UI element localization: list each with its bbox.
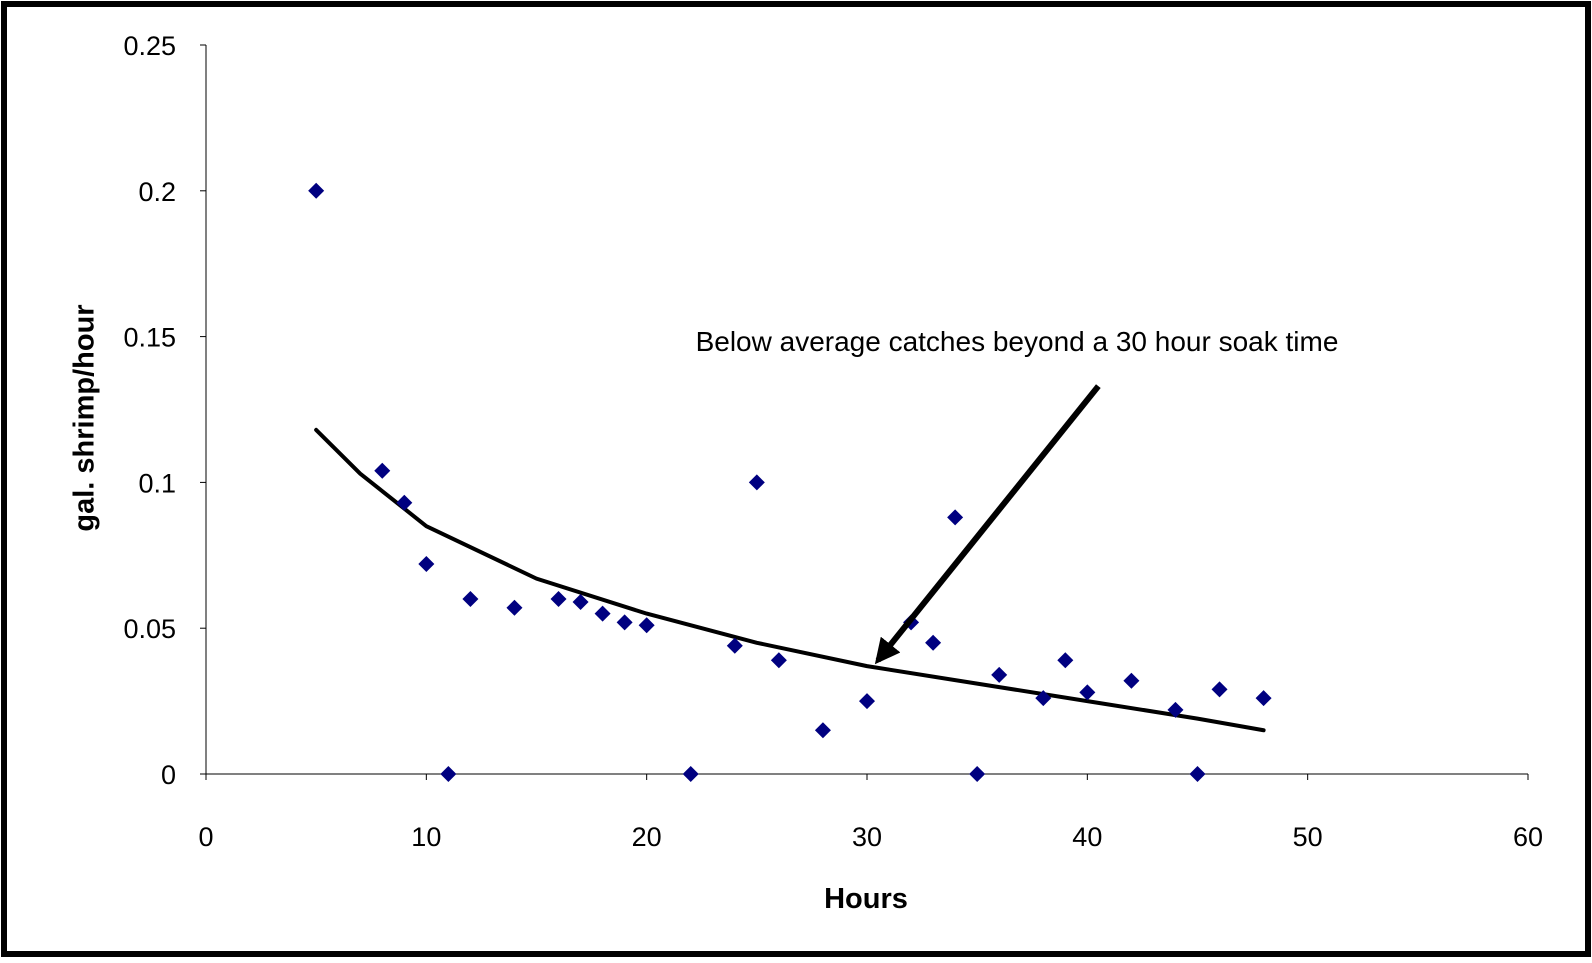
x-tick-label: 20 — [632, 822, 662, 852]
data-point — [947, 509, 964, 526]
data-point — [1057, 652, 1074, 669]
y-axis-title-group: gal. shrimp/hour — [69, 304, 101, 531]
data-point — [616, 614, 633, 631]
y-tick-label: 0.2 — [138, 177, 176, 207]
x-tick-label: 0 — [198, 822, 213, 852]
y-tick-label: 0.05 — [123, 614, 176, 644]
data-point — [594, 605, 611, 622]
data-point — [440, 766, 457, 782]
data-point — [1167, 701, 1184, 718]
y-tick-label: 0 — [161, 760, 176, 790]
y-axis-title: gal. shrimp/hour — [69, 304, 101, 531]
data-point — [550, 591, 567, 608]
data-point — [1079, 684, 1096, 701]
x-tick-label: 40 — [1072, 822, 1102, 852]
data-point — [991, 666, 1008, 683]
annotation-text: Below average catches beyond a 30 hour s… — [696, 326, 1339, 357]
data-point — [572, 593, 589, 610]
data-point — [1035, 690, 1052, 707]
x-tick-label: 10 — [411, 822, 441, 852]
data-point — [418, 556, 435, 573]
y-tick-label: 0.25 — [123, 31, 176, 61]
data-point — [506, 599, 523, 616]
data-point — [748, 474, 765, 491]
data-point — [1211, 681, 1228, 698]
x-axis-title: Hours — [824, 883, 908, 915]
data-point — [1255, 690, 1272, 707]
data-point — [396, 494, 413, 511]
data-point — [969, 766, 986, 782]
data-point — [859, 693, 875, 710]
data-point — [770, 652, 787, 669]
data-point — [462, 591, 479, 608]
data-point — [814, 722, 831, 739]
data-point — [682, 766, 699, 782]
data-point — [726, 637, 743, 654]
x-ticks: 0 10 20 30 40 50 60 — [198, 774, 1543, 852]
y-ticks: 0 0.05 0.1 0.15 0.2 0.25 — [123, 31, 206, 790]
data-point — [374, 462, 391, 479]
x-tick-label: 50 — [1293, 822, 1323, 852]
x-tick-label: 60 — [1513, 822, 1543, 852]
y-tick-label: 0.15 — [123, 323, 176, 353]
data-point — [308, 182, 325, 199]
annotation-group: Below average catches beyond a 30 hour s… — [696, 326, 1339, 665]
data-point — [925, 634, 942, 651]
data-point — [1189, 766, 1206, 782]
data-point — [1123, 672, 1140, 689]
data-point — [638, 617, 655, 634]
y-tick-label: 0.1 — [138, 468, 176, 498]
annotation-arrow — [874, 384, 1101, 665]
x-tick-label: 30 — [852, 822, 882, 852]
